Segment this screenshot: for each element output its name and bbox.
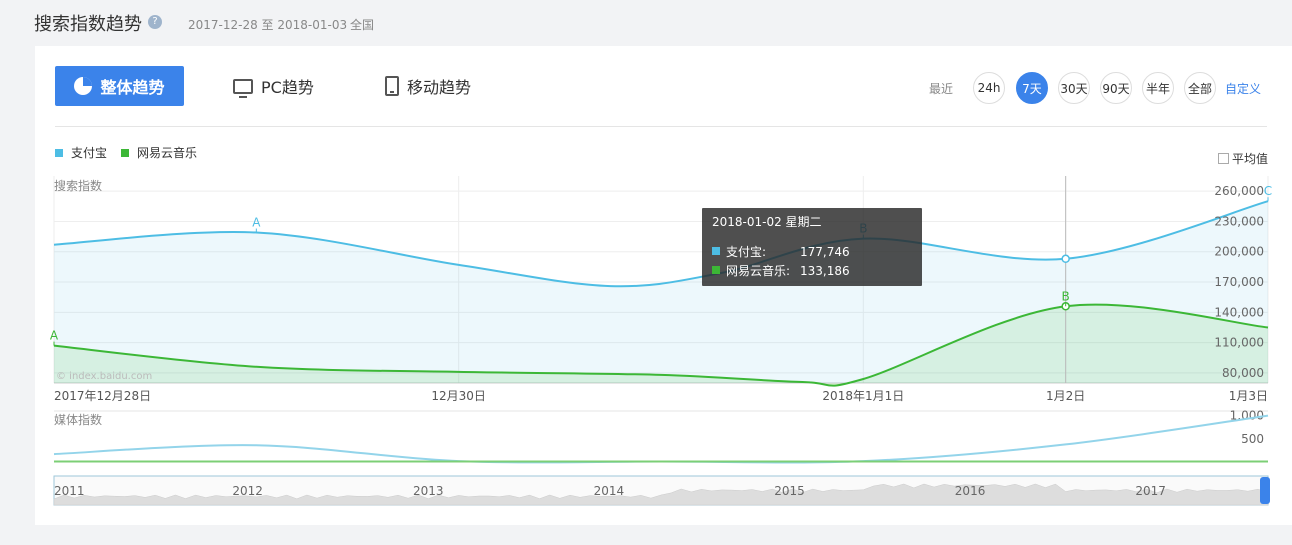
tooltip-series-value: 133,186	[800, 264, 850, 278]
series-alipay-line	[53, 200, 1269, 288]
tab-overall-trend[interactable]: 整体趋势	[55, 66, 184, 106]
chart-legend: 支付宝 网易云音乐	[55, 144, 211, 161]
series-netease-area	[54, 304, 1268, 386]
tab-pc-trend[interactable]: PC趋势	[233, 66, 314, 106]
tooltip-title: 2018-01-02 星期二	[712, 215, 822, 229]
overview-year-label: 2015	[774, 484, 805, 498]
average-label: 平均值	[1232, 152, 1269, 166]
watermark: © index.baidu.com	[56, 371, 152, 382]
y-axis-title: 搜索指数	[54, 178, 102, 193]
average-checkbox[interactable]	[1218, 153, 1229, 164]
overview-year-label: 2014	[594, 484, 625, 498]
phone-icon	[385, 76, 399, 96]
hover-marker	[1061, 254, 1070, 264]
range-30d-button[interactable]: 30天	[1058, 72, 1090, 104]
y-tick-label: 230,000	[1214, 214, 1264, 228]
monitor-icon	[233, 78, 253, 98]
custom-range-link[interactable]: 自定义	[1225, 82, 1262, 96]
media-y-tick-label: 500	[1241, 432, 1264, 446]
overview-year-label: 2016	[955, 484, 986, 498]
tab-label: 整体趋势	[100, 78, 165, 97]
legend-swatch	[121, 148, 130, 157]
series-netease-line	[53, 303, 1269, 387]
tooltip-series-value: 177,746	[800, 245, 850, 259]
region-label: 全国	[350, 18, 375, 32]
help-icon[interactable]: ?	[148, 15, 162, 29]
y-tick-label: 80,000	[1222, 366, 1264, 380]
tooltip-series-name: 支付宝:	[726, 245, 766, 259]
tab-label: 移动趋势	[407, 78, 472, 97]
x-tick-label: 12月30日	[431, 389, 486, 403]
legend-swatch	[55, 148, 63, 157]
legend-label: 网易云音乐	[137, 146, 198, 160]
annotation-label-b: B	[1062, 289, 1070, 303]
overview-year-label: 2012	[232, 484, 263, 498]
y-tick-label: 110,000	[1214, 336, 1264, 350]
y-tick-label: 260,000	[1214, 184, 1264, 198]
y-tick-label: 140,000	[1214, 305, 1264, 319]
tooltip-series-name: 网易云音乐:	[726, 263, 790, 278]
tooltip-swatch	[712, 266, 720, 274]
overview-year-label: 2011	[54, 484, 85, 498]
range-7d-button[interactable]: 7天	[1016, 72, 1048, 104]
y-tick-label: 200,000	[1214, 245, 1264, 259]
range-24h-button[interactable]: 24h	[973, 72, 1005, 104]
annotation-label-a: A	[50, 329, 59, 343]
media-axis-title: 媒体指数	[54, 412, 102, 427]
recent-label: 最近	[929, 82, 954, 96]
tab-label: PC趋势	[261, 78, 314, 97]
overview-area	[53, 483, 1269, 506]
overview-year-label: 2013	[413, 484, 444, 498]
overview-handle[interactable]	[1260, 477, 1270, 504]
media-series-alipay-line	[53, 414, 1269, 464]
x-tick-label: 2017年12月28日	[54, 389, 151, 403]
x-tick-label: 1月3日	[1229, 389, 1268, 403]
overview-year-label: 2017	[1135, 484, 1166, 498]
legend-label: 支付宝	[71, 146, 108, 160]
x-tick-label: 1月2日	[1046, 389, 1085, 403]
range-half-year-button[interactable]: 半年	[1142, 72, 1174, 104]
legend-item-netease[interactable]: 网易云音乐	[121, 144, 197, 161]
annotation-label-a: A	[252, 216, 261, 230]
tooltip-swatch	[712, 247, 720, 255]
y-tick-label: 170,000	[1214, 275, 1264, 289]
page-title: 搜索指数趋势	[34, 14, 142, 35]
page-header: 搜索指数趋势 ? 2017-12-28 至 2018-01-03 全国	[0, 0, 1292, 46]
pie-chart-icon	[74, 77, 93, 95]
tab-mobile-trend[interactable]: 移动趋势	[385, 66, 471, 106]
date-range: 2017-12-28 至 2018-01-03	[188, 18, 348, 32]
range-90d-button[interactable]: 90天	[1100, 72, 1132, 104]
divider	[55, 126, 1267, 127]
annotation-label-c: C	[1264, 184, 1272, 198]
average-toggle[interactable]: 平均值	[1218, 150, 1268, 167]
tooltip-box	[702, 208, 922, 286]
legend-item-alipay[interactable]: 支付宝	[55, 144, 107, 161]
range-all-button[interactable]: 全部	[1184, 72, 1216, 104]
x-tick-label: 2018年1月1日	[822, 389, 904, 403]
